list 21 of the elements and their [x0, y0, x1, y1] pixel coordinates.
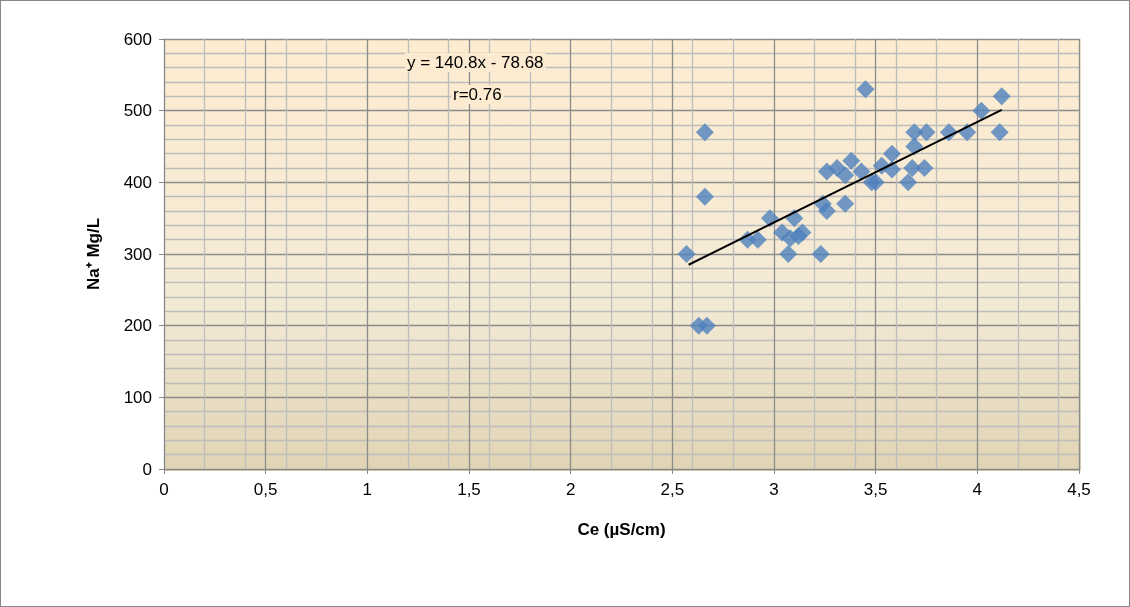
y-tick-label: 300 [123, 244, 152, 264]
x-tick-label: 1 [362, 480, 373, 499]
x-tick-label: 2 [565, 480, 576, 499]
x-tick-label: 4,5 [1067, 480, 1091, 499]
y-axis-title: Na⁺ Mg/L [84, 217, 103, 291]
y-tick-label: 0 [142, 459, 152, 479]
x-tick-label: 4 [972, 480, 983, 499]
annotation: r=0.76 [453, 85, 502, 104]
x-tick-label: 0 [159, 480, 169, 499]
x-axis-title: Ce (µS/cm) [577, 520, 666, 539]
x-tick-label: 1,5 [457, 480, 481, 499]
annotation: y = 140.8x - 78.68 [407, 53, 544, 72]
x-tick-label: 0,5 [253, 480, 278, 499]
x-tick-label: 3 [769, 480, 779, 499]
x-tick-label: 3,5 [863, 480, 888, 499]
y-tick-label: 400 [123, 172, 152, 192]
y-tick-label: 200 [123, 316, 152, 336]
x-tick-label: 2,5 [660, 480, 685, 499]
y-tick-label: 500 [123, 101, 152, 121]
y-tick-label: 600 [123, 29, 152, 49]
y-tick-label: 100 [123, 387, 152, 407]
